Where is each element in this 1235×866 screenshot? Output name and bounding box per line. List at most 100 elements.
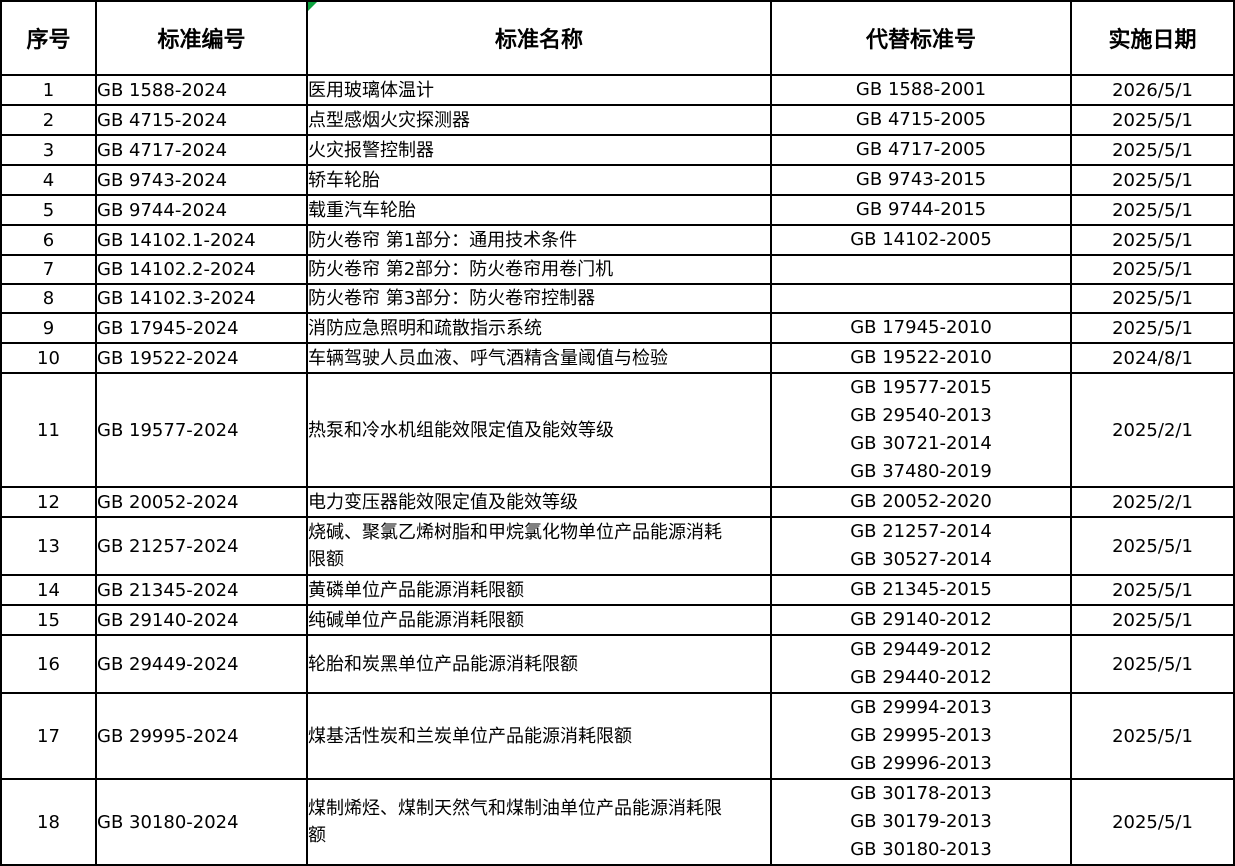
cell-replaced-standards[interactable]: GB 29140-2012 — [770, 604, 1072, 636]
cell-serial-number[interactable]: 7 — [0, 254, 97, 285]
cell-replaced-standards[interactable]: GB 19577-2015 GB 29540-2013 GB 30721-2014 G… — [770, 372, 1072, 488]
table-row: 7 GB 14102.2-2024 防火卷帘 第2部分：防火卷帘用卷门机 2025/5… — [0, 254, 1235, 285]
cell-serial-number[interactable]: 14 — [0, 574, 97, 606]
cell-implementation-date[interactable]: 2025/5/1 — [1070, 283, 1235, 314]
cell-implementation-date[interactable]: 2025/2/1 — [1070, 372, 1235, 488]
header-serial-number[interactable]: 序号 — [0, 0, 97, 76]
table-row: 4 GB 9743-2024 轿车轮胎 GB 9743-2015 2025/5/1 — [0, 164, 1235, 196]
header-replaced-standards[interactable]: 代替标准号 — [770, 0, 1072, 76]
cell-standard-name[interactable]: 煤制烯烃、煤制天然气和煤制油单位产品能源消耗限额 — [306, 778, 772, 866]
cell-serial-number[interactable]: 5 — [0, 194, 97, 226]
cell-standard-name[interactable]: 车辆驾驶人员血液、呼气酒精含量阈值与检验 — [306, 342, 772, 374]
cell-standard-name[interactable]: 电力变压器能效限定值及能效等级 — [306, 486, 772, 518]
cell-serial-number[interactable]: 9 — [0, 312, 97, 344]
cell-standard-name[interactable]: 点型感烟火灾探测器 — [306, 104, 772, 136]
cell-implementation-date[interactable]: 2025/5/1 — [1070, 778, 1235, 866]
cell-implementation-date[interactable]: 2025/2/1 — [1070, 486, 1235, 518]
cell-replaced-standards[interactable]: GB 9743-2015 — [770, 164, 1072, 196]
cell-standard-code[interactable]: GB 4717-2024 — [95, 134, 308, 166]
cell-replaced-standards[interactable] — [770, 283, 1072, 314]
cell-standard-name[interactable]: 防火卷帘 第3部分：防火卷帘控制器 — [306, 283, 772, 314]
cell-standard-name[interactable]: 火灾报警控制器 — [306, 134, 772, 166]
table-row: 17 GB 29995-2024 煤基活性炭和兰炭单位产品能源消耗限额 GB 2999… — [0, 692, 1235, 780]
cell-serial-number[interactable]: 6 — [0, 224, 97, 256]
cell-replaced-standards[interactable]: GB 21345-2015 — [770, 574, 1072, 606]
cell-standard-code[interactable]: GB 30180-2024 — [95, 778, 308, 866]
cell-serial-number[interactable]: 10 — [0, 342, 97, 374]
cell-replaced-standards[interactable]: GB 29994-2013 GB 29995-2013 GB 29996-2013 — [770, 692, 1072, 780]
cell-standard-code[interactable]: GB 21345-2024 — [95, 574, 308, 606]
cell-standard-code[interactable]: GB 14102.2-2024 — [95, 254, 308, 285]
cell-replaced-standards[interactable]: GB 4715-2005 — [770, 104, 1072, 136]
cell-standard-code[interactable]: GB 29995-2024 — [95, 692, 308, 780]
cell-implementation-date[interactable]: 2025/5/1 — [1070, 164, 1235, 196]
cell-standard-code[interactable]: GB 20052-2024 — [95, 486, 308, 518]
cell-implementation-date[interactable]: 2025/5/1 — [1070, 516, 1235, 576]
cell-replaced-standards[interactable]: GB 20052-2020 — [770, 486, 1072, 518]
cell-replaced-standards[interactable] — [770, 254, 1072, 285]
cell-standard-name[interactable]: 黄磷单位产品能源消耗限额 — [306, 574, 772, 606]
cell-implementation-date[interactable]: 2025/5/1 — [1070, 224, 1235, 256]
cell-replaced-standards[interactable]: GB 4717-2005 — [770, 134, 1072, 166]
cell-serial-number[interactable]: 13 — [0, 516, 97, 576]
cell-serial-number[interactable]: 15 — [0, 604, 97, 636]
cell-serial-number[interactable]: 16 — [0, 634, 97, 694]
cell-replaced-standards[interactable]: GB 1588-2001 — [770, 74, 1072, 106]
cell-replaced-standards[interactable]: GB 30178-2013 GB 30179-2013 GB 30180-2013 — [770, 778, 1072, 866]
cell-standard-name[interactable]: 轿车轮胎 — [306, 164, 772, 196]
cell-implementation-date[interactable]: 2024/8/1 — [1070, 342, 1235, 374]
header-implementation-date[interactable]: 实施日期 — [1070, 0, 1235, 76]
cell-standard-code[interactable]: GB 1588-2024 — [95, 74, 308, 106]
cell-standard-name[interactable]: 医用玻璃体温计 — [306, 74, 772, 106]
cell-standard-name[interactable]: 煤基活性炭和兰炭单位产品能源消耗限额 — [306, 692, 772, 780]
cell-serial-number[interactable]: 3 — [0, 134, 97, 166]
cell-replaced-standards[interactable]: GB 21257-2014 GB 30527-2014 — [770, 516, 1072, 576]
cell-replaced-standards[interactable]: GB 17945-2010 — [770, 312, 1072, 344]
cell-implementation-date[interactable]: 2025/5/1 — [1070, 604, 1235, 636]
cell-standard-name[interactable]: 防火卷帘 第1部分：通用技术条件 — [306, 224, 772, 256]
cell-standard-name[interactable]: 热泵和冷水机组能效限定值及能效等级 — [306, 372, 772, 488]
cell-implementation-date[interactable]: 2025/5/1 — [1070, 134, 1235, 166]
cell-implementation-date[interactable]: 2025/5/1 — [1070, 254, 1235, 285]
cell-implementation-date[interactable]: 2025/5/1 — [1070, 634, 1235, 694]
cell-implementation-date[interactable]: 2025/5/1 — [1070, 312, 1235, 344]
header-standard-name[interactable]: 标准名称 — [306, 0, 772, 76]
cell-standard-code[interactable]: GB 4715-2024 — [95, 104, 308, 136]
cell-standard-code[interactable]: GB 21257-2024 — [95, 516, 308, 576]
cell-serial-number[interactable]: 2 — [0, 104, 97, 136]
cell-replaced-standards[interactable]: GB 29449-2012 GB 29440-2012 — [770, 634, 1072, 694]
cell-implementation-date[interactable]: 2025/5/1 — [1070, 194, 1235, 226]
cell-standard-name[interactable]: 轮胎和炭黑单位产品能源消耗限额 — [306, 634, 772, 694]
cell-standard-code[interactable]: GB 17945-2024 — [95, 312, 308, 344]
replaced-standard-line: GB 20052-2020 — [850, 491, 992, 512]
cell-standard-name[interactable]: 防火卷帘 第2部分：防火卷帘用卷门机 — [306, 254, 772, 285]
cell-serial-number[interactable]: 17 — [0, 692, 97, 780]
cell-standard-code[interactable]: GB 14102.1-2024 — [95, 224, 308, 256]
cell-standard-code[interactable]: GB 19522-2024 — [95, 342, 308, 374]
cell-serial-number[interactable]: 12 — [0, 486, 97, 518]
cell-standard-name[interactable]: 烧碱、聚氯乙烯树脂和甲烷氯化物单位产品能源消耗 限额 — [306, 516, 772, 576]
header-standard-code[interactable]: 标准编号 — [95, 0, 308, 76]
cell-serial-number[interactable]: 4 — [0, 164, 97, 196]
cell-serial-number[interactable]: 1 — [0, 74, 97, 106]
standard-name-line: 热泵和冷水机组能效限定值及能效等级 — [308, 419, 614, 441]
cell-implementation-date[interactable]: 2025/5/1 — [1070, 574, 1235, 606]
cell-replaced-standards[interactable]: GB 14102-2005 — [770, 224, 1072, 256]
cell-standard-name[interactable]: 消防应急照明和疏散指示系统 — [306, 312, 772, 344]
cell-standard-code[interactable]: GB 19577-2024 — [95, 372, 308, 488]
cell-serial-number[interactable]: 11 — [0, 372, 97, 488]
cell-standard-name[interactable]: 载重汽车轮胎 — [306, 194, 772, 226]
cell-implementation-date[interactable]: 2026/5/1 — [1070, 74, 1235, 106]
cell-implementation-date[interactable]: 2025/5/1 — [1070, 692, 1235, 780]
cell-standard-code[interactable]: GB 14102.3-2024 — [95, 283, 308, 314]
cell-replaced-standards[interactable]: GB 9744-2015 — [770, 194, 1072, 226]
cell-replaced-standards[interactable]: GB 19522-2010 — [770, 342, 1072, 374]
cell-standard-code[interactable]: GB 29140-2024 — [95, 604, 308, 636]
cell-standard-code[interactable]: GB 29449-2024 — [95, 634, 308, 694]
cell-serial-number[interactable]: 18 — [0, 778, 97, 866]
cell-standard-code[interactable]: GB 9744-2024 — [95, 194, 308, 226]
cell-standard-code[interactable]: GB 9743-2024 — [95, 164, 308, 196]
cell-serial-number[interactable]: 8 — [0, 283, 97, 314]
cell-implementation-date[interactable]: 2025/5/1 — [1070, 104, 1235, 136]
cell-standard-name[interactable]: 纯碱单位产品能源消耗限额 — [306, 604, 772, 636]
